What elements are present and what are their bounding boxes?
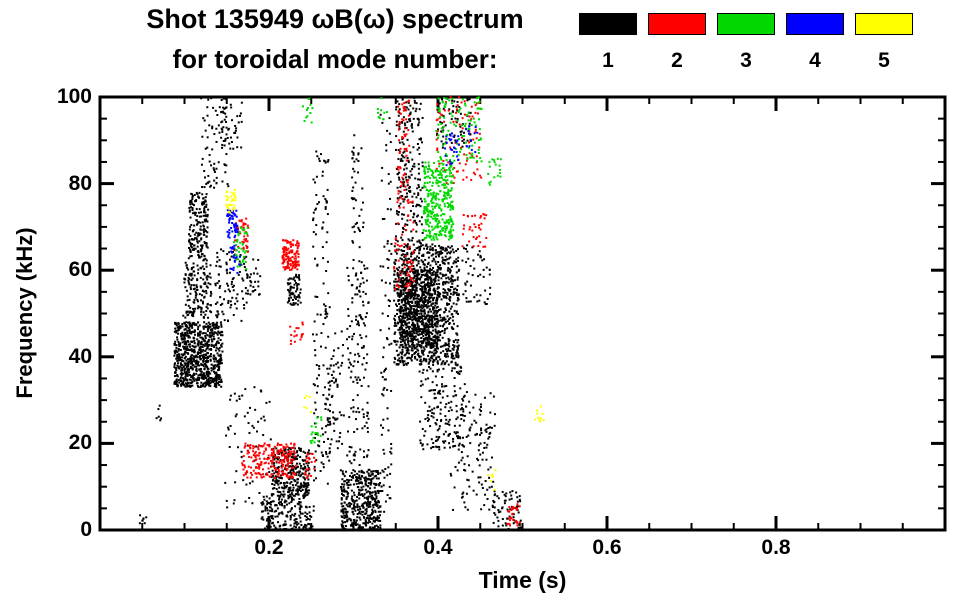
legend-item-mode-2: 2 xyxy=(647,13,707,73)
chart-header: Shot 135949 ωB(ω) spectrum for toroidal … xyxy=(100,4,570,75)
legend-label-mode-4: 4 xyxy=(809,49,821,72)
legend-item-mode-3: 3 xyxy=(716,13,776,73)
legend-label-mode-1: 1 xyxy=(602,49,614,72)
chart-subtitle: for toroidal mode number: xyxy=(172,44,498,74)
legend-label-mode-2: 2 xyxy=(671,49,683,72)
legend-swatch-mode-4 xyxy=(786,13,844,35)
legend-swatch-mode-1 xyxy=(579,13,637,35)
legend-swatch-mode-3 xyxy=(717,13,775,35)
legend-item-mode-4: 4 xyxy=(785,13,845,73)
legend-swatch-mode-2 xyxy=(648,13,706,35)
chart-title: Shot 135949 ωB(ω) spectrum xyxy=(146,4,524,34)
legend-label-mode-5: 5 xyxy=(878,49,890,72)
legend: 1 2 3 4 5 xyxy=(578,13,914,73)
legend-item-mode-1: 1 xyxy=(578,13,638,73)
legend-label-mode-3: 3 xyxy=(740,49,752,72)
legend-item-mode-5: 5 xyxy=(854,13,914,73)
legend-swatch-mode-5 xyxy=(855,13,913,35)
